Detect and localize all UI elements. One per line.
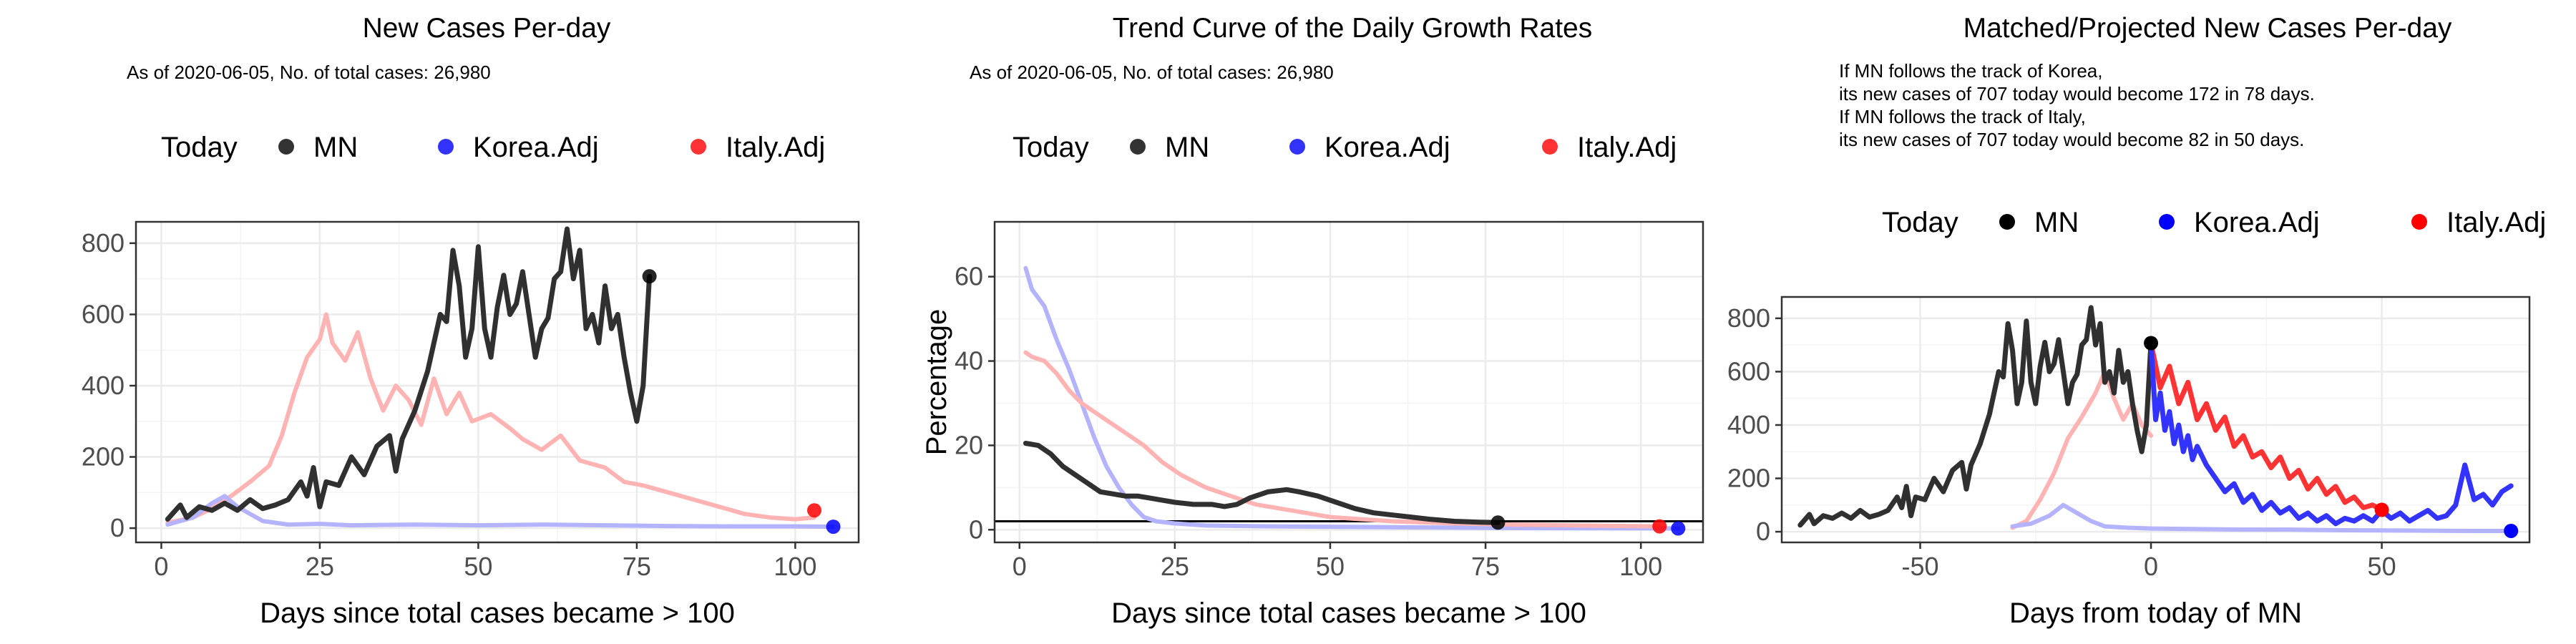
y-tick-label: 0	[969, 514, 983, 544]
plot-background	[995, 222, 1703, 542]
legend-key	[2159, 214, 2175, 230]
x-tick-label: 0	[1013, 552, 1027, 581]
today-point-italy-adj	[2374, 502, 2389, 517]
legend-key	[2411, 214, 2427, 230]
y-tick-label: 0	[110, 513, 125, 542]
legend-item-label: MN	[1165, 132, 1209, 163]
legend-item-label: Korea.Adj	[2194, 207, 2320, 238]
legend: Today MN Korea.Adj Italy.Adj	[1882, 207, 2546, 238]
legend-item-label: Korea.Adj	[473, 132, 599, 163]
y-tick-label: 600	[82, 299, 125, 328]
y-tick-label: 40	[955, 346, 983, 376]
legend-item-label: MN	[313, 132, 358, 163]
x-axis-label: Days from today of MN	[2009, 597, 2302, 629]
series-line-korea-adj	[2148, 341, 2514, 527]
legend-title: Today	[161, 132, 238, 163]
series-line-italy-adj-faint	[165, 312, 816, 525]
chart-panel-3: Matched/Projected New Cases Per-day If MN…	[1727, 13, 2546, 629]
legend-key	[278, 139, 294, 155]
legend: Today MN Korea.Adj Italy.Adj	[161, 132, 825, 163]
legend-key	[1999, 214, 2015, 230]
series-line-italy-adj	[2148, 341, 2385, 512]
today-point-italy-adj	[1652, 519, 1667, 534]
today-point-korea-adj	[826, 519, 841, 535]
x-tick-label: 50	[2368, 552, 2396, 581]
series-line-mn	[165, 226, 653, 522]
x-axis-label: Days since total cases became > 100	[1111, 597, 1586, 629]
today-point-korea-adj	[1671, 521, 1686, 536]
x-tick-label: 50	[464, 552, 492, 581]
gridlines	[995, 222, 1703, 542]
chart-subtitle: As of 2020-06-05, No. of total cases: 26…	[127, 62, 491, 83]
series-line-mn	[1797, 305, 2154, 528]
x-tick-label: 0	[2144, 552, 2158, 581]
today-point-italy-adj	[806, 503, 821, 518]
y-tick-label: 800	[1727, 303, 1770, 333]
legend-title: Today	[1013, 132, 1089, 163]
chart-panel-2: Trend Curve of the Daily Growth Rates As …	[921, 13, 1704, 629]
legend-item-label: Italy.Adj	[2446, 207, 2546, 238]
legend-item-label: Korea.Adj	[1324, 132, 1450, 163]
x-tick-label: 50	[1316, 552, 1345, 581]
x-tick-label: 25	[306, 552, 334, 581]
legend-title: Today	[1882, 207, 1958, 238]
chart-title: Trend Curve of the Daily Growth Rates	[1113, 13, 1592, 44]
y-tick-label: 60	[955, 262, 983, 291]
chart-title: New Cases Per-day	[363, 13, 611, 44]
x-tick-label: 75	[623, 552, 651, 581]
x-tick-label: -50	[1902, 552, 1939, 581]
series-line-italy-adj-faint	[1023, 350, 1662, 529]
data-layer	[165, 226, 841, 535]
plot-border	[993, 220, 1704, 544]
today-point-mn	[2144, 336, 2159, 351]
x-tick-label: 25	[1161, 552, 1189, 581]
chart-subtitle-line: If MN follows the track of Italy,	[1839, 106, 2086, 127]
x-tick-label: 75	[1471, 552, 1500, 581]
legend-key	[1289, 139, 1305, 155]
legend-item-label: MN	[2034, 207, 2079, 238]
chart-subtitle-line: its new cases of 707 today would become …	[1839, 129, 2304, 150]
plot-background	[136, 222, 859, 542]
chart-title: Matched/Projected New Cases Per-day	[1963, 13, 2452, 44]
chart-subtitle: As of 2020-06-05, No. of total cases: 26…	[970, 62, 1334, 83]
y-axis-label: Percentage	[921, 309, 952, 456]
chart-subtitle-line: If MN follows the track of Korea,	[1839, 60, 2102, 82]
today-point-mn	[642, 269, 657, 284]
x-tick-label: 100	[774, 552, 816, 581]
legend-key	[1130, 139, 1146, 155]
y-tick-label: 800	[82, 228, 125, 258]
legend-key	[691, 139, 706, 155]
y-tick-label: 400	[82, 371, 125, 400]
y-tick-label: 200	[82, 442, 125, 472]
x-tick-label: 100	[1619, 552, 1662, 581]
legend-key	[438, 139, 454, 155]
x-axis-label: Days since total cases became > 100	[260, 597, 735, 629]
y-tick-label: 600	[1727, 356, 1770, 386]
legend: Today MN Korea.Adj Italy.Adj	[1013, 132, 1677, 163]
today-point-mn	[1491, 515, 1506, 530]
plot-border	[1780, 296, 2531, 544]
legend-item-label: Italy.Adj	[1577, 132, 1677, 163]
y-tick-label: 200	[1727, 464, 1770, 493]
plot-border	[135, 220, 860, 544]
chart-subtitle-line: its new cases of 707 today would become …	[1839, 83, 2315, 104]
legend-item-label: Italy.Adj	[726, 132, 825, 163]
today-point-korea-adj	[2504, 523, 2519, 538]
y-tick-label: 0	[1756, 517, 1770, 546]
x-tick-label: 0	[154, 552, 168, 581]
series-line-korea-adj-faint	[2010, 502, 2514, 533]
data-layer	[995, 265, 1703, 536]
y-tick-label: 20	[955, 430, 983, 459]
series-line-korea-adj-faint	[165, 494, 836, 530]
data-layer	[1797, 305, 2519, 538]
series-line-mn	[1023, 441, 1501, 525]
legend-key	[1542, 139, 1558, 155]
chart-panel-1: New Cases Per-day As of 2020-06-05, No. o…	[82, 13, 860, 629]
y-tick-label: 400	[1727, 410, 1770, 439]
